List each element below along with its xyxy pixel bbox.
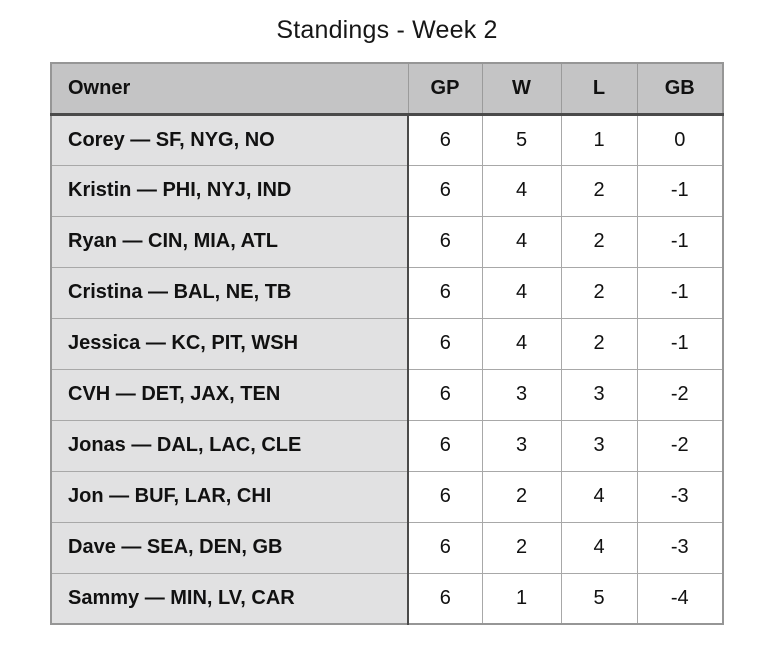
gp-cell: 6: [408, 164, 483, 216]
l-cell: 1: [561, 113, 638, 165]
gb-cell: -4: [637, 572, 723, 624]
gb-cell: -1: [637, 215, 723, 267]
l-cell: 2: [561, 266, 638, 318]
owner-cell: Jessica — KC, PIT, WSH: [51, 317, 409, 369]
w-cell: 2: [482, 521, 562, 573]
owner-cell: Ryan — CIN, MIA, ATL: [51, 215, 409, 267]
l-cell: 3: [561, 419, 638, 471]
l-cell: 4: [561, 470, 638, 522]
header-row: Owner GP W L GB: [51, 63, 723, 116]
page-title: Standings - Week 2: [276, 16, 498, 44]
gp-cell: 6: [408, 215, 483, 267]
owner-cell: Kristin — PHI, NYJ, IND: [51, 164, 409, 216]
l-cell: 2: [561, 215, 638, 267]
table-row: Cristina — BAL, NE, TB 6 4 2 -1: [51, 266, 723, 318]
column-header-gb: GB: [637, 63, 723, 116]
w-cell: 4: [482, 215, 562, 267]
table-row: Jon — BUF, LAR, CHI 6 2 4 -3: [51, 470, 723, 522]
table-row: Ryan — CIN, MIA, ATL 6 4 2 -1: [51, 215, 723, 267]
w-cell: 4: [482, 164, 562, 216]
l-cell: 5: [561, 572, 638, 624]
gp-cell: 6: [408, 572, 483, 624]
column-header-w: W: [482, 63, 562, 116]
column-header-l: L: [561, 63, 638, 116]
w-cell: 3: [482, 419, 562, 471]
owner-cell: CVH — DET, JAX, TEN: [51, 368, 409, 420]
gb-cell: -1: [637, 317, 723, 369]
table-row: Jessica — KC, PIT, WSH 6 4 2 -1: [51, 317, 723, 369]
gb-cell: -1: [637, 164, 723, 216]
w-cell: 4: [482, 317, 562, 369]
table-row: Sammy — MIN, LV, CAR 6 1 5 -4: [51, 572, 723, 624]
gp-cell: 6: [408, 521, 483, 573]
gb-cell: 0: [637, 113, 723, 165]
owner-cell: Jon — BUF, LAR, CHI: [51, 470, 409, 522]
gp-cell: 6: [408, 266, 483, 318]
table-row: CVH — DET, JAX, TEN 6 3 3 -2: [51, 368, 723, 420]
l-cell: 4: [561, 521, 638, 573]
table-row: Dave — SEA, DEN, GB 6 2 4 -3: [51, 521, 723, 573]
w-cell: 4: [482, 266, 562, 318]
table-row: Jonas — DAL, LAC, CLE 6 3 3 -2: [51, 419, 723, 471]
gp-cell: 6: [408, 419, 483, 471]
gp-cell: 6: [408, 368, 483, 420]
column-header-gp: GP: [408, 63, 483, 116]
w-cell: 1: [482, 572, 562, 624]
l-cell: 2: [561, 164, 638, 216]
w-cell: 3: [482, 368, 562, 420]
owner-cell: Sammy — MIN, LV, CAR: [51, 572, 409, 624]
table-row: Corey — SF, NYG, NO 6 5 1 0: [51, 113, 723, 165]
column-header-owner: Owner: [51, 63, 409, 116]
table-row: Kristin — PHI, NYJ, IND 6 4 2 -1: [51, 164, 723, 216]
standings-table: Owner GP W L GB Corey — SF, NYG, NO 6 5 …: [50, 62, 724, 625]
gb-cell: -3: [637, 470, 723, 522]
w-cell: 2: [482, 470, 562, 522]
gb-cell: -2: [637, 419, 723, 471]
l-cell: 2: [561, 317, 638, 369]
w-cell: 5: [482, 113, 562, 165]
owner-cell: Dave — SEA, DEN, GB: [51, 521, 409, 573]
gp-cell: 6: [408, 317, 483, 369]
gp-cell: 6: [408, 113, 483, 165]
owner-cell: Corey — SF, NYG, NO: [51, 113, 409, 165]
gb-cell: -1: [637, 266, 723, 318]
owner-cell: Cristina — BAL, NE, TB: [51, 266, 409, 318]
gb-cell: -3: [637, 521, 723, 573]
owner-cell: Jonas — DAL, LAC, CLE: [51, 419, 409, 471]
gp-cell: 6: [408, 470, 483, 522]
l-cell: 3: [561, 368, 638, 420]
gb-cell: -2: [637, 368, 723, 420]
